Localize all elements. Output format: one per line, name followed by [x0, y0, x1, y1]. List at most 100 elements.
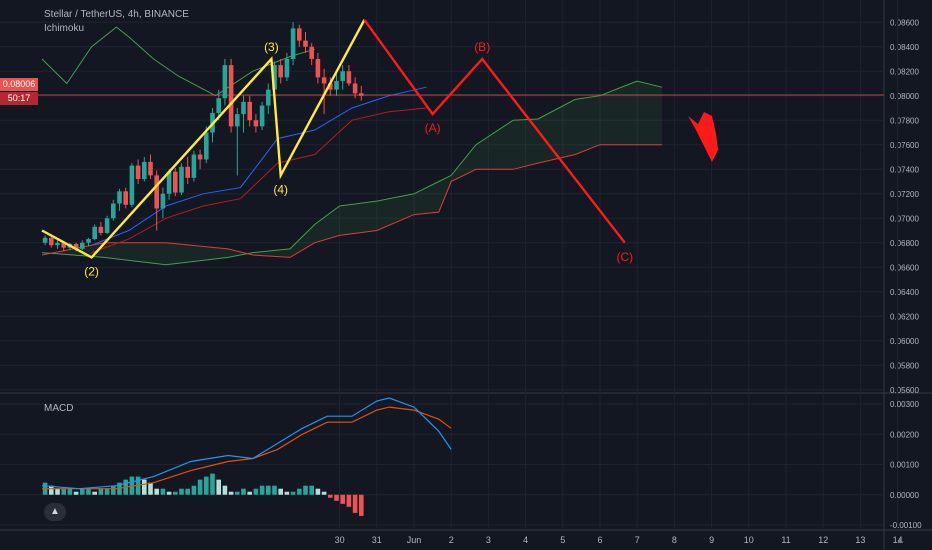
- y-tick-label: 0.07400: [890, 165, 919, 174]
- x-tick-label: 30: [335, 535, 345, 545]
- wave-label: (3): [264, 40, 279, 54]
- macd-histogram-bar: [92, 491, 97, 495]
- macd-histogram-bar: [67, 488, 73, 495]
- candle-body: [241, 101, 246, 115]
- macd-histogram-bar: [61, 488, 66, 495]
- macd-histogram-bar: [160, 488, 166, 495]
- macd-histogram-bar: [228, 491, 234, 495]
- macd-histogram-bar: [321, 491, 327, 495]
- macd-histogram-bar: [86, 488, 91, 495]
- tradingview-logo-icon[interactable]: ▲: [44, 503, 66, 521]
- macd-histogram-bar: [148, 482, 153, 495]
- candle-body: [166, 171, 172, 194]
- candle-body: [309, 46, 314, 59]
- y-tick-label: 0.08000: [890, 92, 919, 101]
- x-tick-label: 14: [893, 535, 903, 545]
- x-tick-label: 2: [449, 535, 454, 545]
- x-tick-label: 31: [372, 535, 382, 545]
- macd-line: [41, 397, 452, 490]
- y-tick-label: 0.08400: [890, 43, 919, 52]
- candle-body: [154, 175, 159, 209]
- candle-body: [216, 98, 221, 113]
- y-tick-label: 0.06200: [890, 312, 919, 321]
- macd-histogram-bar: [111, 485, 116, 495]
- candle-body: [49, 237, 54, 246]
- macd-histogram-bar: [284, 491, 290, 495]
- candle-body: [173, 171, 178, 193]
- macd-histogram-bar: [328, 494, 333, 498]
- y-tick-label: 0.06800: [890, 239, 919, 248]
- candle-body: [197, 154, 203, 160]
- macd-histogram-bar: [179, 488, 184, 495]
- candle-body: [222, 65, 228, 99]
- wave-label: (4): [273, 182, 288, 196]
- candle-body: [346, 71, 352, 84]
- macd-histogram-bar: [166, 491, 172, 495]
- candle-body: [315, 59, 321, 78]
- candle-body: [42, 237, 48, 243]
- x-tick-label: 6: [597, 535, 602, 545]
- candle-body: [135, 165, 141, 180]
- candle-body: [328, 83, 333, 90]
- y-tick-label: 0.05800: [890, 361, 919, 370]
- candle-body: [142, 161, 147, 180]
- y-tick-label: 0.06400: [890, 288, 919, 297]
- candle-body: [272, 65, 277, 90]
- x-tick-label: 12: [818, 535, 828, 545]
- last-price-tag: 0.08006: [0, 78, 38, 91]
- macd-histogram-bar: [253, 488, 259, 495]
- x-tick-label: 11: [781, 535, 790, 545]
- candle-body: [185, 166, 190, 178]
- macd-histogram-bar: [241, 488, 246, 495]
- macd-histogram-bar: [49, 485, 54, 495]
- y-tick-label: 0.07600: [890, 141, 919, 150]
- macd-histogram-bar: [73, 491, 79, 495]
- candle-body: [61, 242, 66, 248]
- candle-body: [284, 59, 290, 78]
- candle-body: [352, 83, 358, 94]
- y-tick-label: 0.08600: [890, 18, 919, 27]
- macd-histogram-bar: [309, 485, 314, 495]
- go-to-realtime-icon[interactable]: ▲: [896, 535, 905, 545]
- x-tick-label: 10: [744, 535, 754, 545]
- ichimoku-base-line: [91, 107, 427, 254]
- y-tick-label: 0.07000: [890, 214, 919, 223]
- macd-histogram-bar: [191, 485, 197, 495]
- candle-body: [359, 93, 364, 96]
- x-tick-label: 7: [635, 535, 640, 545]
- candle-body: [73, 243, 79, 249]
- y-tick-label: 0.08200: [890, 67, 919, 76]
- ichimoku-conversion-line: [91, 86, 427, 246]
- x-tick-label: 3: [486, 535, 491, 545]
- candle-body: [86, 239, 91, 243]
- candle-body: [123, 191, 128, 205]
- x-tick-label: 8: [672, 535, 677, 545]
- macd-histogram-bar: [315, 488, 321, 495]
- candle-body: [340, 71, 345, 82]
- macd-histogram-bar: [290, 491, 296, 495]
- macd-histogram-bar: [272, 485, 277, 495]
- chart-title: Stellar / TetherUS, 4h, BINANCE: [44, 9, 189, 20]
- macd-label: MACD: [44, 403, 74, 414]
- macd-histogram-bar: [222, 485, 228, 495]
- macd-y-tick-label: -0.00100: [890, 521, 922, 530]
- elliott-impulse-line: [41, 19, 366, 259]
- x-tick-label: 9: [709, 535, 714, 545]
- y-tick-label: 0.06000: [890, 337, 919, 346]
- macd-y-tick-label: 0.00100: [890, 461, 919, 470]
- candle-body: [104, 218, 110, 233]
- macd-histogram-bar: [80, 488, 85, 495]
- drawing-mark-icon: [688, 112, 718, 162]
- macd-histogram-bar: [352, 494, 358, 513]
- macd-y-tick-label: 0.00000: [890, 491, 919, 500]
- macd-histogram-bar: [334, 494, 339, 501]
- candle-body: [129, 165, 135, 205]
- macd-histogram-bar: [346, 494, 352, 507]
- x-tick-label: 4: [523, 535, 528, 545]
- macd-histogram-bar: [247, 491, 252, 495]
- candle-body: [160, 193, 166, 209]
- candle-body: [204, 132, 209, 160]
- ichimoku-span-a: [41, 80, 663, 266]
